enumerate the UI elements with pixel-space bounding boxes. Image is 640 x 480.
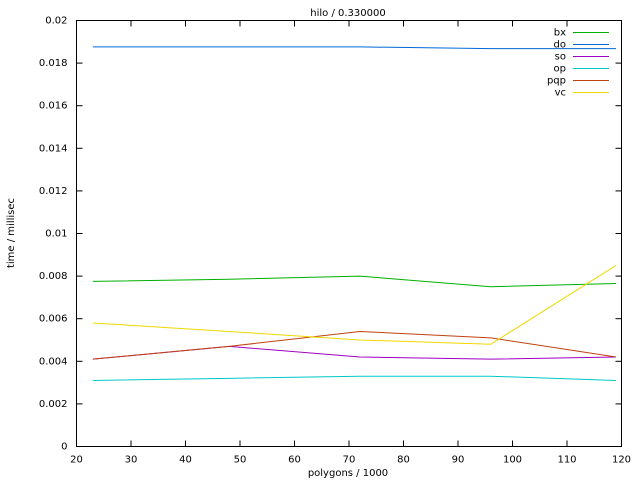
- y-tick-label: 0.018: [39, 58, 68, 69]
- x-tick-label: 70: [343, 455, 356, 466]
- x-tick-label: 40: [179, 455, 192, 466]
- y-axis-label: time / millisec: [6, 198, 17, 268]
- x-tick-label: 120: [612, 455, 631, 466]
- x-tick-label: 80: [397, 455, 410, 466]
- series-line: [92, 275, 617, 288]
- series-line: [92, 375, 617, 381]
- legend-label: pqp: [547, 76, 566, 87]
- x-tick-label: 20: [70, 455, 83, 466]
- x-tick-label: 110: [557, 455, 576, 466]
- y-tick-label: 0.014: [39, 143, 68, 154]
- y-tick-label: 0.008: [39, 271, 68, 282]
- x-tick-label: 60: [288, 455, 301, 466]
- y-tick-label: 0.002: [39, 399, 68, 410]
- series-line: [92, 345, 617, 360]
- series-line: [92, 46, 617, 50]
- x-tick-label: 30: [125, 455, 138, 466]
- series-line: [92, 265, 617, 345]
- y-tick-label: 0.02: [45, 16, 67, 27]
- legend-label: vc: [555, 88, 566, 99]
- plot-frame: [76, 20, 622, 447]
- legend-label: do: [554, 40, 566, 51]
- y-tick-label: 0.016: [39, 101, 68, 112]
- x-tick-label: 50: [234, 455, 247, 466]
- chart-title: hilo / 0.330000: [310, 8, 385, 19]
- legend-label: so: [555, 52, 566, 63]
- legend-label: bx: [554, 28, 566, 39]
- x-axis-label: polygons / 1000: [308, 468, 388, 479]
- series-line: [92, 330, 617, 360]
- y-tick-label: 0.004: [39, 356, 68, 367]
- y-tick-label: 0.01: [45, 229, 67, 240]
- legend-label: op: [554, 64, 566, 75]
- y-tick-label: 0.012: [39, 186, 68, 197]
- y-tick-label: 0: [61, 442, 67, 453]
- x-tick-label: 100: [503, 455, 522, 466]
- x-tick-label: 90: [452, 455, 465, 466]
- y-tick-label: 0.006: [39, 314, 68, 325]
